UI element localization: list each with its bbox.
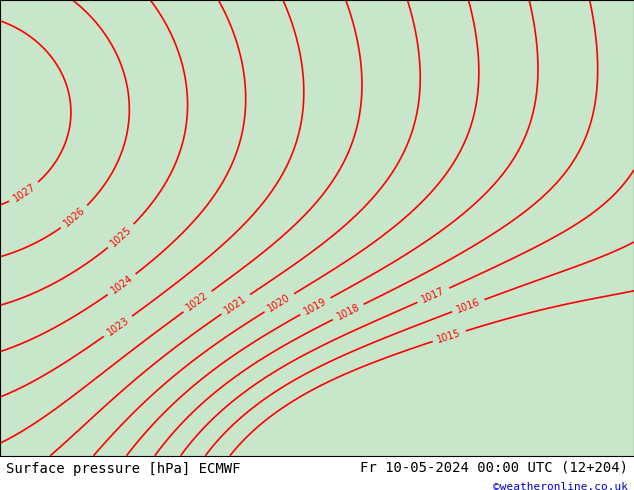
- Text: 1027: 1027: [11, 182, 37, 204]
- Text: 1022: 1022: [184, 290, 210, 313]
- Text: 1019: 1019: [302, 296, 328, 317]
- Text: 1023: 1023: [105, 315, 131, 338]
- Text: Fr 10-05-2024 00:00 UTC (12+204): Fr 10-05-2024 00:00 UTC (12+204): [359, 461, 628, 475]
- Text: 1021: 1021: [223, 293, 249, 316]
- Text: 1020: 1020: [266, 292, 292, 314]
- Text: 1018: 1018: [335, 302, 361, 322]
- Text: ©weatheronline.co.uk: ©weatheronline.co.uk: [493, 482, 628, 490]
- Text: 1015: 1015: [436, 328, 462, 344]
- Text: 1024: 1024: [109, 273, 134, 296]
- Text: 1026: 1026: [62, 205, 87, 229]
- Text: 1016: 1016: [455, 296, 482, 315]
- Text: Surface pressure [hPa] ECMWF: Surface pressure [hPa] ECMWF: [6, 463, 241, 476]
- Text: 1025: 1025: [108, 224, 134, 248]
- Text: 1017: 1017: [420, 286, 446, 305]
